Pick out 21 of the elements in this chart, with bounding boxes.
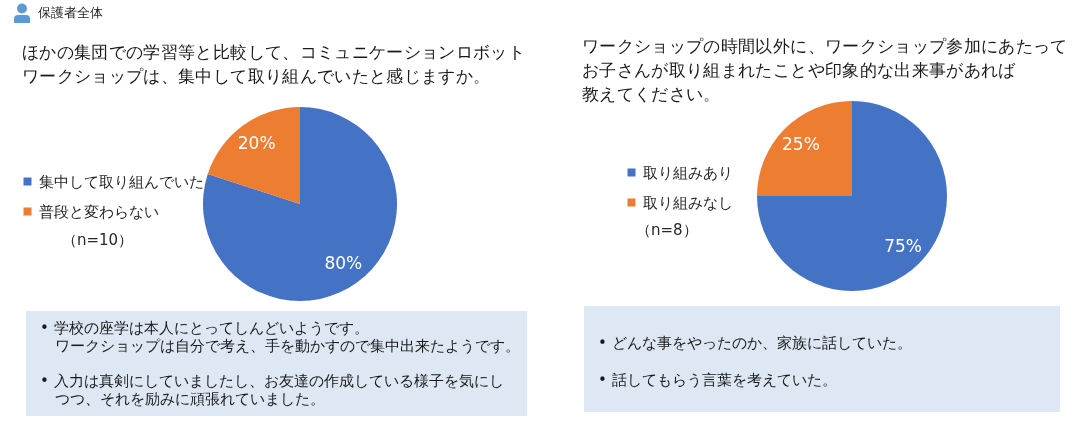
data-label: 25% bbox=[782, 133, 820, 154]
text: • 入力は真剣にしていましたし、お友達の作成している様子を気にしつつ、それを励みに頑張れていました。 bbox=[40, 372, 505, 408]
legend-label: 普段と変わらない bbox=[39, 202, 159, 221]
text: （n=10） bbox=[62, 231, 134, 249]
pie-slice bbox=[757, 101, 947, 291]
legend-label: 取り組みあり bbox=[643, 163, 733, 182]
text: • どんな事をやったのか、家族に話していた。 bbox=[598, 334, 913, 353]
data-label: 80% bbox=[324, 252, 363, 273]
pie-slice bbox=[207, 107, 300, 204]
data-label: 75% bbox=[884, 236, 922, 257]
text: 保護者全体 bbox=[38, 4, 103, 22]
text: • 話してもらう言葉を考えていた。 bbox=[598, 370, 838, 389]
chart-title: ワークショップの時間以外に、ワークショップ参加にあたってお子さんが取り組まれたことや印象的な出来事があれば教えてください。 bbox=[582, 35, 1069, 106]
data-label: 20% bbox=[237, 133, 276, 154]
legend-label: 集中して取り組んでいた bbox=[39, 172, 204, 191]
text: • 学校の座学は本人にとってしんどいようです。ワークショップは自分で考え、手を動かすので集中出来たようです。 bbox=[40, 319, 521, 355]
chart-title: ほかの集団での学習等と比較して、コミュニケーションロボットワークショップは、集中して取り組んでいたと感じますか。 bbox=[22, 41, 527, 88]
pie-slice bbox=[203, 107, 397, 301]
legend-label: 取り組みなし bbox=[643, 193, 733, 212]
text: （n=8） bbox=[636, 221, 698, 239]
pie-slice bbox=[757, 101, 852, 196]
